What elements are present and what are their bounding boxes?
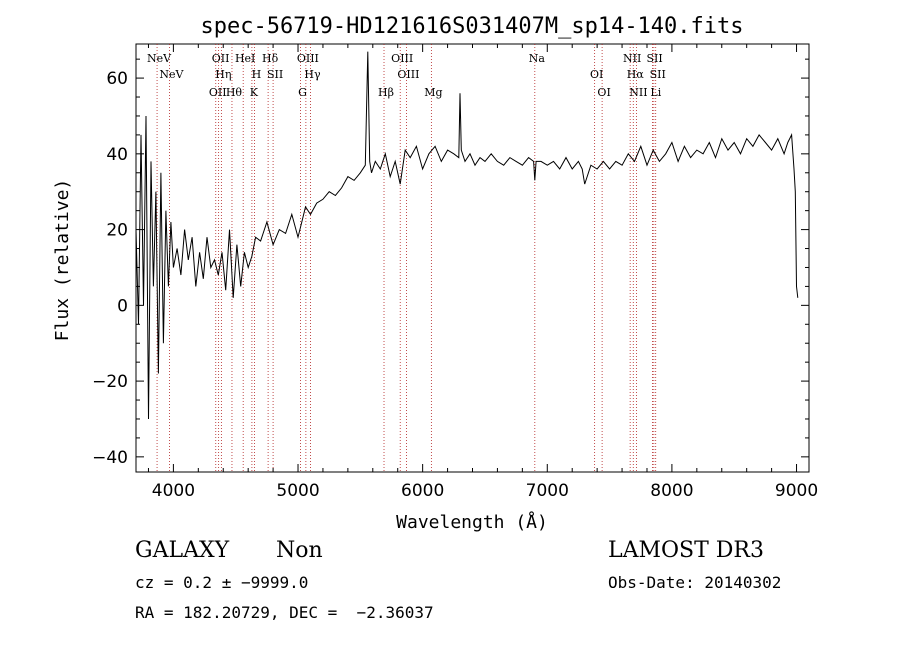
spectrum-series-line xyxy=(135,51,799,420)
emission-line-label: Hη xyxy=(215,68,231,81)
emission-line-label: G xyxy=(298,86,307,99)
y-tick-label: 60 xyxy=(106,69,128,89)
emission-line-label: Li xyxy=(650,86,661,99)
emission-line-label: H xyxy=(252,68,262,81)
survey-name: LAMOST DR3 xyxy=(608,538,764,563)
emission-line-label: OIII xyxy=(391,52,413,65)
x-tick-label: 9000 xyxy=(775,481,818,501)
x-tick-label: 6000 xyxy=(401,481,444,501)
plot-frame xyxy=(135,43,810,473)
emission-line-label: OI xyxy=(590,68,603,81)
x-axis-label: Wavelength (Å) xyxy=(396,511,548,533)
emission-lines xyxy=(156,44,657,472)
y-axis-label: Flux (relative) xyxy=(52,179,73,342)
x-tick-label: 7000 xyxy=(526,481,569,501)
emission-line-label: Hθ xyxy=(226,86,243,99)
emission-line-label: OI xyxy=(597,86,610,99)
emission-line-label: OII xyxy=(212,52,230,65)
x-tick-label: 8000 xyxy=(650,481,693,501)
redshift-cz: cz = 0.2 ± −9999.0 xyxy=(135,573,309,592)
emission-line-label: OII xyxy=(209,86,227,99)
emission-line-label: SII xyxy=(646,52,662,65)
emission-line-label: NII xyxy=(623,52,641,65)
x-tick-label: 5000 xyxy=(276,481,319,501)
emission-line-label: Na xyxy=(529,52,546,65)
ra-dec: RA = 182.20729, DEC = −2.36037 xyxy=(135,603,434,622)
y-tick-label: 20 xyxy=(106,221,128,241)
emission-line-label: OIII xyxy=(297,52,319,65)
x-tick-label: 4000 xyxy=(152,481,195,501)
emission-line-label: NII xyxy=(629,86,647,99)
y-tick-label: 40 xyxy=(106,145,128,165)
emission-line-label: OIII xyxy=(397,68,419,81)
emission-line-label: HeI xyxy=(235,52,255,65)
y-tick-label: −40 xyxy=(92,448,128,468)
object-subclass: Non xyxy=(276,538,323,563)
y-axis: −40 −20 0 20 40 60 xyxy=(92,58,809,468)
emission-line-label: Mg xyxy=(424,86,442,99)
emission-line-label: Hγ xyxy=(304,68,321,81)
emission-line-label: NeV xyxy=(159,68,184,81)
emission-line-label: Hα xyxy=(627,68,645,81)
chart-title: spec-56719-HD121616S031407M_sp14-140.fit… xyxy=(200,14,743,39)
emission-line-label: SII xyxy=(267,68,283,81)
object-class: GALAXY xyxy=(135,538,230,563)
y-tick-label: −20 xyxy=(92,372,128,392)
y-tick-label: 0 xyxy=(117,296,128,316)
obs-date: Obs-Date: 20140302 xyxy=(608,573,782,592)
emission-line-label: K xyxy=(250,86,259,99)
line-labels: NeVNeVOIIOIIHηHθHeIHKHδSIIGOIIIHγHβOIIIO… xyxy=(147,52,666,99)
emission-line-label: SII xyxy=(650,68,666,81)
x-axis: 4000 5000 6000 7000 8000 9000 xyxy=(147,44,818,501)
emission-line-label: Hδ xyxy=(262,52,279,65)
emission-line-label: NeV xyxy=(147,52,172,65)
emission-line-label: Hβ xyxy=(378,86,394,99)
